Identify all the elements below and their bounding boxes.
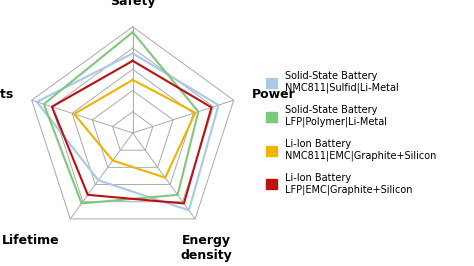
Text: Energy
density: Energy density [181, 234, 232, 262]
Text: Safety: Safety [110, 0, 155, 8]
Text: Power: Power [252, 88, 296, 101]
Text: Costs: Costs [0, 88, 14, 101]
Text: Lifetime: Lifetime [1, 234, 59, 247]
Legend: Solid-State Battery
NMC811|Sulfid|Li-Metal, Solid-State Battery
LFP|Polymer|Li-M: Solid-State Battery NMC811|Sulfid|Li-Met… [265, 71, 437, 195]
